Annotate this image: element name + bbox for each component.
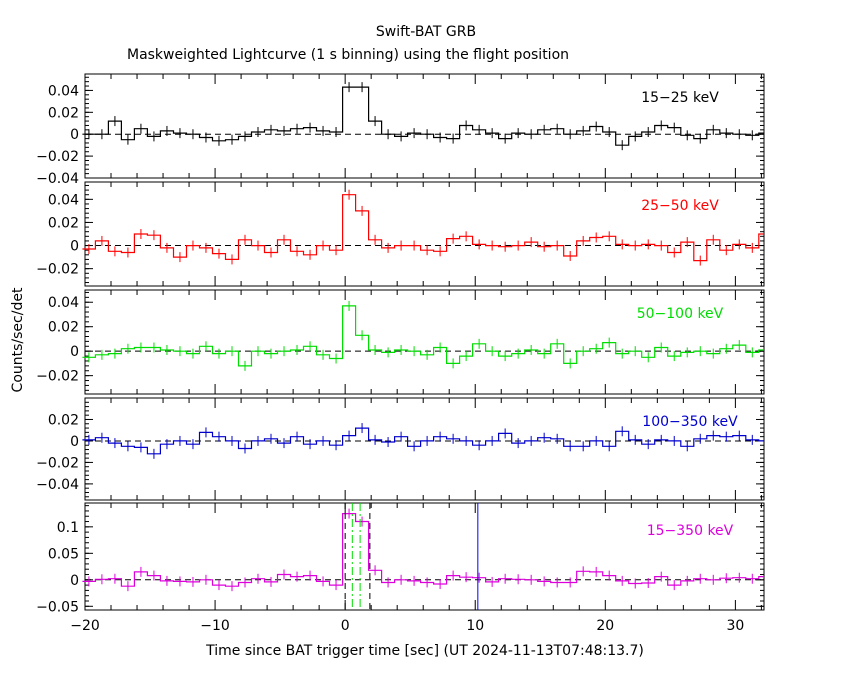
panel-frame: [84, 397, 765, 501]
band-label: 50−100 keV: [637, 306, 724, 322]
band-label: 15−25 keV: [641, 90, 719, 106]
y-tick-label: 0: [70, 239, 79, 255]
x-tick-label: 0: [341, 618, 350, 634]
panel-frame: [84, 289, 765, 395]
x-tick-label: 10: [466, 618, 484, 634]
y-tick-label: 0.02: [48, 320, 79, 336]
y-tick-label: −0.02: [36, 149, 79, 165]
y-tick-label: 0: [70, 573, 79, 589]
y-tick-label: −0.02: [36, 262, 79, 278]
y-tick-label: −0.05: [36, 599, 79, 615]
lightcurve-series: [82, 427, 764, 455]
band-label: 15−350 keV: [647, 523, 734, 539]
y-axis-label: Counts/sec/det: [10, 287, 26, 392]
x-tick-label: 30: [726, 618, 744, 634]
y-tick-label: −0.02: [36, 369, 79, 385]
panel-4: −0.04 −0.02 0 0.02 100−350 keV: [36, 397, 765, 501]
lightcurve-series: [82, 513, 764, 587]
y-tick-label: 0.05: [48, 546, 79, 562]
x-axis-label: Time since BAT trigger time [sec] (UT 20…: [205, 643, 644, 659]
y-tick-label: 0: [70, 344, 79, 360]
y-tick-label: 0.02: [48, 412, 79, 428]
panels: −0.04 −0.02 0 0.02 0.04 15−25 keV −0.02 0 0.02 0.…: [36, 73, 765, 634]
y-tick-label: −0.02: [36, 455, 79, 471]
y-tick-label: 0.04: [48, 83, 79, 99]
lightcurve-series: [82, 86, 764, 146]
y-tick-label: 0.1: [57, 520, 79, 536]
panel-3: −0.02 0 0.02 0.04 50−100 keV: [36, 289, 765, 395]
panel-1: −0.04 −0.02 0 0.02 0.04 15−25 keV: [36, 73, 765, 187]
x-tick-label: −10: [200, 618, 230, 634]
y-tick-label: 0.02: [48, 215, 79, 231]
band-label: 100−350 keV: [642, 414, 738, 430]
y-tick-label: −0.04: [36, 171, 79, 187]
panel-frame: [84, 73, 765, 179]
figure-subtitle: Maskweighted Lightcurve (1 s binning) us…: [127, 47, 569, 63]
lightcurve-series: [82, 194, 764, 262]
figure-title: Swift-BAT GRB: [376, 24, 476, 40]
band-label: 25−50 keV: [641, 198, 719, 214]
x-tick-label: −20: [70, 618, 100, 634]
y-tick-label: 0.02: [48, 105, 79, 121]
lightcurve-series: [82, 305, 764, 367]
panel-2: −0.02 0 0.02 0.04 25−50 keV: [36, 181, 765, 287]
x-tick-label: 20: [596, 618, 614, 634]
y-tick-label: −0.04: [36, 477, 79, 493]
y-tick-label: 0: [70, 127, 79, 143]
panel-frame: [84, 502, 765, 611]
panel-5: −0.05 0 0.05 0.1 15−350 keV −20 −10 0 10 20 30: [36, 502, 765, 634]
y-tick-label: 0: [70, 434, 79, 450]
y-tick-label: 0.04: [48, 192, 79, 208]
y-tick-label: 0.04: [48, 295, 79, 311]
